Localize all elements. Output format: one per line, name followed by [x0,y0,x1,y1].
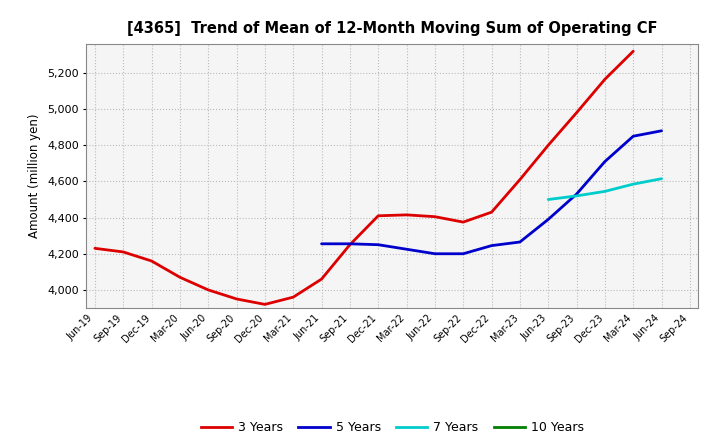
Y-axis label: Amount (million yen): Amount (million yen) [29,114,42,238]
Title: [4365]  Trend of Mean of 12-Month Moving Sum of Operating CF: [4365] Trend of Mean of 12-Month Moving … [127,21,657,36]
Legend: 3 Years, 5 Years, 7 Years, 10 Years: 3 Years, 5 Years, 7 Years, 10 Years [196,416,589,439]
